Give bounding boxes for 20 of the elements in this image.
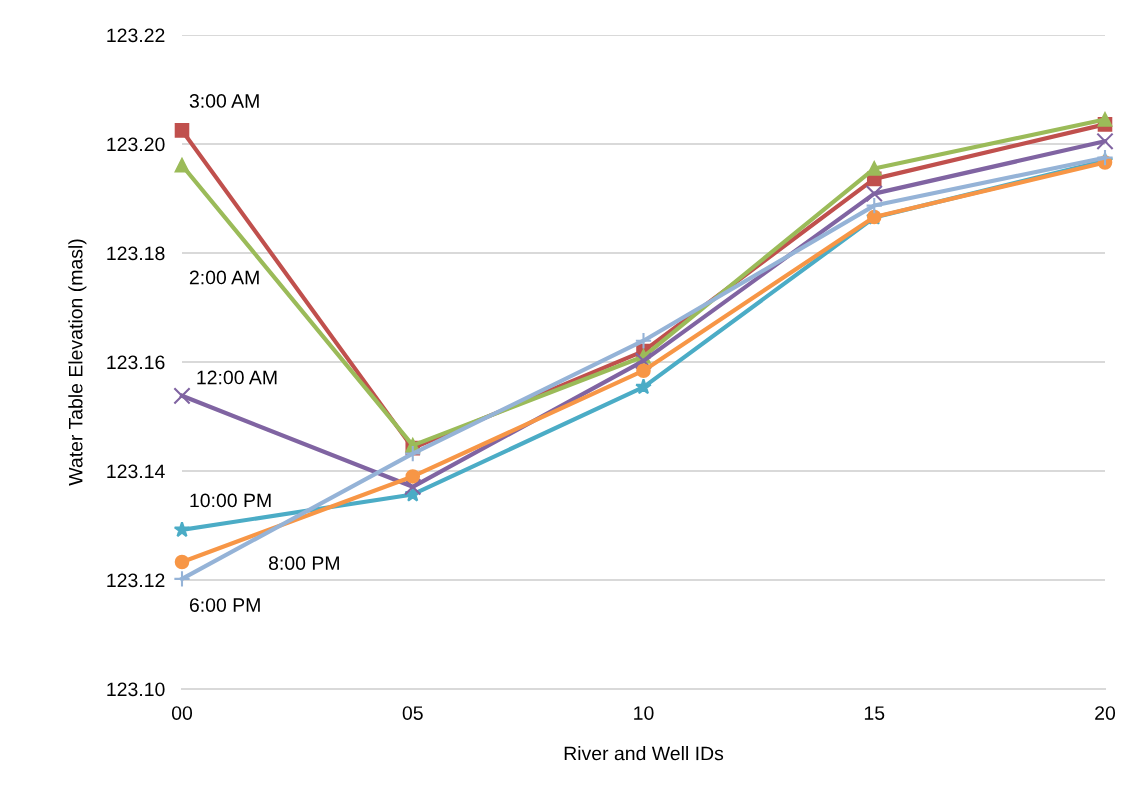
x-tick-label: 10 bbox=[634, 706, 654, 720]
x-tick-label: 20 bbox=[1095, 706, 1116, 720]
y-tick-label: 123.12 bbox=[107, 573, 165, 588]
series-label: 3:00 AM bbox=[189, 94, 259, 108]
y-tick-label: 123.10 bbox=[107, 682, 165, 697]
x-tick-label: 05 bbox=[402, 706, 423, 720]
y-tick-label: 123.16 bbox=[107, 355, 165, 370]
y-tick-label: 123.18 bbox=[107, 246, 165, 261]
y-tick-label: 123.14 bbox=[107, 464, 165, 479]
series-label: 8:00 PM bbox=[268, 556, 339, 571]
series-label: 6:00 PM bbox=[189, 598, 260, 612]
x-tick-label: 00 bbox=[171, 706, 193, 720]
x-tick-label: 15 bbox=[864, 706, 885, 720]
y-tick-label: 123.22 bbox=[107, 28, 165, 43]
series-label: 12:00 AM bbox=[197, 370, 277, 385]
y-tick-label: 123.20 bbox=[107, 137, 165, 152]
series-label: 10:00 PM bbox=[190, 493, 271, 508]
x-axis-title: River and Well IDs bbox=[564, 746, 724, 761]
y-axis-title: Water Table Elevation (masl) bbox=[68, 239, 87, 486]
series-label: 2:00 AM bbox=[189, 270, 259, 285]
